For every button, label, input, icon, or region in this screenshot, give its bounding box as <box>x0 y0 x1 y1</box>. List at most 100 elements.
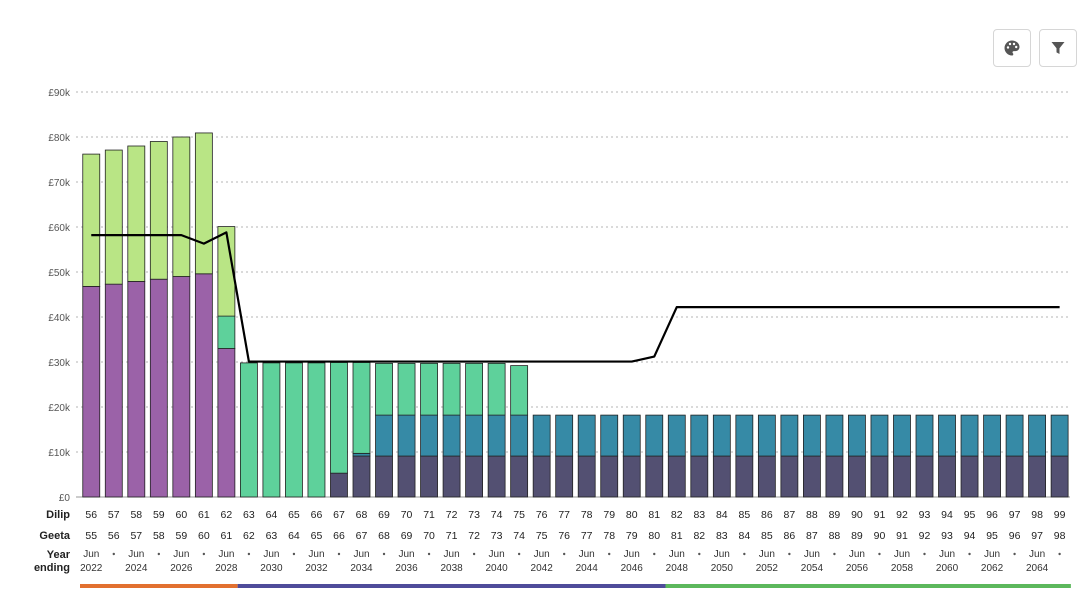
bar-segment <box>487 455 506 498</box>
bar-segment <box>420 414 438 457</box>
year-month-label: Jun <box>83 549 99 560</box>
bar-segment <box>149 278 168 498</box>
bar-segment <box>938 455 956 498</box>
geeta-age-label: 65 <box>311 530 323 542</box>
year-dot <box>833 552 836 556</box>
palette-button[interactable] <box>993 29 1031 67</box>
dilip-age-label: 89 <box>829 509 841 521</box>
year-month-label: Jun <box>939 549 955 560</box>
bar-segment <box>712 414 731 457</box>
geeta-age-label: 79 <box>626 530 638 542</box>
bar-segment <box>667 455 686 498</box>
target-line <box>91 231 1060 363</box>
year-dot <box>517 552 521 556</box>
year-dot <box>743 552 746 556</box>
year-label: 2050 <box>711 563 734 574</box>
geeta-age-label: 74 <box>513 530 525 542</box>
year-month-label: Jun <box>173 549 189 560</box>
bar-segment <box>555 414 574 457</box>
bar-segment <box>352 452 371 457</box>
year-label: 2026 <box>170 563 193 574</box>
dilip-age-label: 62 <box>221 509 233 521</box>
bar-segment <box>825 455 844 498</box>
row-label-geeta: Geeta <box>39 530 70 542</box>
bar-segment <box>938 414 956 457</box>
y-tick-label: £0 <box>59 493 71 504</box>
bar-segment <box>645 455 664 498</box>
y-tick-label: £60k <box>48 223 71 234</box>
dilip-age-label: 82 <box>671 509 683 521</box>
dilip-age-label: 92 <box>896 509 908 521</box>
bar-segment <box>465 414 484 457</box>
year-label: 2038 <box>440 563 463 574</box>
bar-segment <box>82 153 101 287</box>
geeta-age-label: 75 <box>536 530 548 542</box>
year-label: 2052 <box>756 563 779 574</box>
bar-segment <box>600 414 619 457</box>
bar-segment <box>465 362 484 416</box>
bar-segment <box>825 414 844 457</box>
bar-segment <box>803 414 821 457</box>
year-dot <box>202 552 206 556</box>
y-tick-label: £10k <box>48 448 71 459</box>
bar-segment <box>960 414 979 457</box>
dilip-age-label: 86 <box>761 509 773 521</box>
dilip-age-label: 88 <box>806 509 818 521</box>
geeta-age-label: 94 <box>964 530 976 542</box>
bar-segment <box>194 273 213 498</box>
year-month-label: Jun <box>669 549 685 560</box>
dilip-age-label: 73 <box>468 509 480 521</box>
filter-button[interactable] <box>1039 29 1077 67</box>
year-dot <box>382 552 386 556</box>
dilip-age-label: 97 <box>1009 509 1021 521</box>
bar-segment <box>622 414 641 457</box>
row-label-dilip: Dilip <box>46 509 70 521</box>
year-dot <box>247 552 251 556</box>
bar-segment <box>712 455 731 498</box>
bar-segment <box>465 455 484 498</box>
dilip-age-label: 59 <box>153 509 165 521</box>
dilip-age-label: 83 <box>693 509 705 521</box>
bar-segment <box>577 414 596 457</box>
target-line-layer <box>91 231 1060 363</box>
dilip-age-label: 57 <box>108 509 120 521</box>
year-month-label: Jun <box>353 549 369 560</box>
geeta-age-label: 85 <box>761 530 773 542</box>
bar-segment <box>420 455 438 498</box>
year-label: 2028 <box>215 563 238 574</box>
bar-segment <box>893 455 911 498</box>
bar-segment <box>757 455 776 498</box>
bar-segment <box>262 362 281 498</box>
year-dot <box>562 552 566 556</box>
phase-band <box>80 584 238 588</box>
bar-segment <box>577 455 596 498</box>
geeta-age-label: 76 <box>558 530 570 542</box>
year-label: 2056 <box>846 563 869 574</box>
bar-segment <box>397 362 416 416</box>
dilip-age-label: 66 <box>311 509 323 521</box>
year-dot <box>788 552 791 556</box>
bar-segment <box>442 362 461 416</box>
bar-segment <box>1050 414 1069 457</box>
dilip-age-label: 81 <box>648 509 660 521</box>
year-dot <box>698 552 701 556</box>
geeta-age-label: 57 <box>130 530 142 542</box>
dilip-age-label: 96 <box>986 509 998 521</box>
dilip-age-label: 69 <box>378 509 390 521</box>
geeta-age-label: 89 <box>851 530 863 542</box>
year-dot <box>472 552 476 556</box>
dilip-age-label: 99 <box>1054 509 1066 521</box>
bar-segment <box>690 414 709 457</box>
bar-segment <box>375 362 393 416</box>
row-labels: Dilip Geeta Year ending <box>34 509 71 574</box>
year-label: 2058 <box>891 563 914 574</box>
bar-segment <box>915 414 934 457</box>
geeta-age-label: 61 <box>221 530 233 542</box>
y-tick-label: £40k <box>48 313 71 324</box>
year-label: 2054 <box>801 563 824 574</box>
dilip-age-label: 94 <box>941 509 953 521</box>
bar-segment <box>622 455 641 498</box>
geeta-age-label: 81 <box>671 530 683 542</box>
bar-segment <box>915 455 934 498</box>
